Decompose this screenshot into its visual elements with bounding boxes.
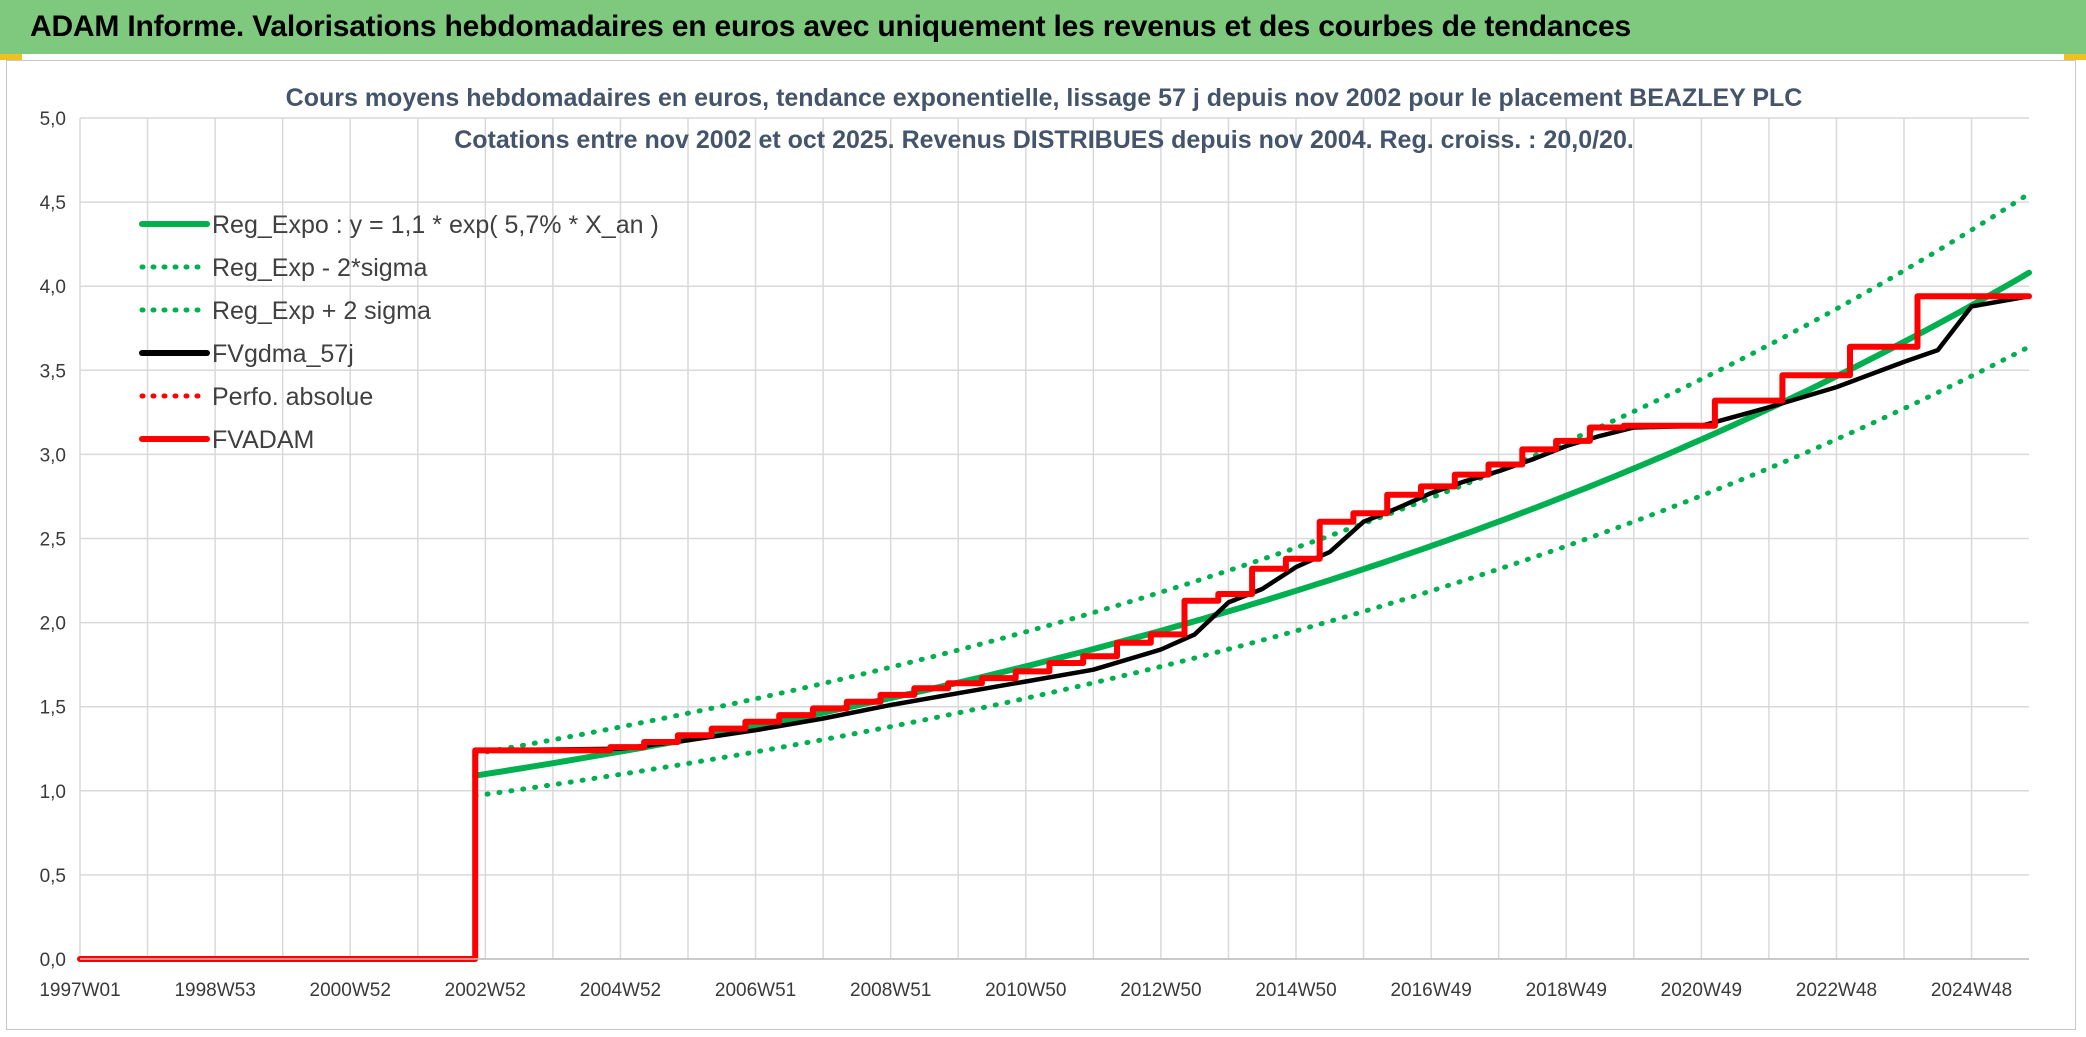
y-tick-label: 2,5 <box>40 530 66 551</box>
x-tick-label: 2024W48 <box>1931 980 2012 1001</box>
corner-mark-left <box>0 54 22 60</box>
x-tick-label: 2006W51 <box>715 980 796 1001</box>
report-header: ADAM Informe. Valorisations hebdomadaire… <box>0 0 2086 54</box>
y-tick-label: 0,0 <box>40 950 66 971</box>
chart-title: Cours moyens hebdomadaires en euros, ten… <box>286 84 1803 112</box>
x-tick-label: 2012W50 <box>1120 980 1201 1001</box>
x-tick-label: 2016W49 <box>1390 980 1471 1001</box>
series-line-1 <box>472 344 2032 799</box>
legend-label: Reg_Exp + 2 sigma <box>212 297 431 325</box>
x-tick-label: 1997W01 <box>39 980 120 1001</box>
y-tick-label: 1,5 <box>40 698 66 719</box>
y-tick-label: 3,0 <box>40 445 66 466</box>
y-tick-label: 1,0 <box>40 782 66 803</box>
x-tick-label: 2010W50 <box>985 980 1066 1001</box>
series-line-2 <box>472 191 2032 757</box>
corner-mark-right <box>2064 54 2086 60</box>
y-tick-label: 3,5 <box>40 361 66 382</box>
legend-label: Reg_Expo : y = 1,1 * exp( 5,7% * X_an ) <box>212 211 659 239</box>
report-title: ADAM Informe. Valorisations hebdomadaire… <box>30 10 1631 43</box>
series-line-5 <box>77 293 2032 962</box>
x-tick-label: 2002W52 <box>445 980 526 1001</box>
x-tick-label: 2022W48 <box>1796 980 1877 1001</box>
legend-label: Reg_Exp - 2*sigma <box>212 254 427 282</box>
x-tick-label: 1998W53 <box>174 980 255 1001</box>
line-chart: Cours moyens hebdomadaires en euros, ten… <box>39 84 2032 1001</box>
legend-label: FVADAM <box>212 426 314 454</box>
y-tick-label: 0,5 <box>40 866 66 887</box>
x-tick-label: 2008W51 <box>850 980 931 1001</box>
y-tick-label: 2,0 <box>40 614 66 635</box>
series-line-3 <box>77 294 2032 962</box>
x-tick-label: 2018W49 <box>1526 980 1607 1001</box>
axes: Cours moyens hebdomadaires en euros, ten… <box>39 84 2029 1001</box>
legend-label: FVgdma_57j <box>212 340 354 368</box>
x-tick-label: 2004W52 <box>580 980 661 1001</box>
series-line-0 <box>472 269 2032 779</box>
y-tick-label: 4,0 <box>40 277 66 298</box>
legend-label: Perfo. absolue <box>212 383 373 411</box>
y-tick-label: 4,5 <box>40 193 66 214</box>
chart-area: Cours moyens hebdomadaires en euros, ten… <box>6 60 2076 1030</box>
x-tick-label: 2014W50 <box>1255 980 1336 1001</box>
chart-subtitle: Cotations entre nov 2002 et oct 2025. Re… <box>454 126 1634 154</box>
x-tick-label: 2000W52 <box>310 980 391 1001</box>
y-tick-label: 5,0 <box>40 109 66 130</box>
x-tick-label: 2020W49 <box>1661 980 1742 1001</box>
series-lines <box>77 191 2032 962</box>
legend: Reg_Expo : y = 1,1 * exp( 5,7% * X_an ) R… <box>139 211 659 454</box>
grid <box>79 117 2029 960</box>
